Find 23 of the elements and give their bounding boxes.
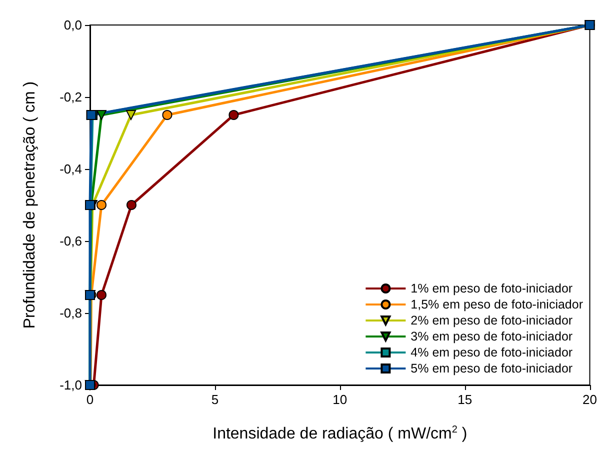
legend-label: 4% em peso de foto-iniciador — [410, 346, 573, 360]
y-tick-label: 0,0 — [64, 18, 82, 32]
x-tick-label: 20 — [582, 392, 598, 407]
x-tick-label: 15 — [458, 392, 472, 407]
point — [162, 110, 172, 120]
point — [96, 200, 106, 210]
point — [126, 200, 136, 210]
point — [96, 290, 106, 300]
legend-label: 3% em peso de foto-iniciador — [410, 330, 573, 344]
y-tick-label: -1,0 — [60, 378, 82, 392]
legend-label: 5% em peso de foto-iniciador — [410, 362, 573, 376]
y-tick-label: -0,4 — [60, 162, 82, 176]
x-tick-label: 10 — [332, 392, 348, 407]
y-tick-label: -0,2 — [60, 90, 82, 104]
point — [228, 110, 239, 120]
y-tick-label: -0,8 — [60, 306, 82, 320]
x-tick-label: 5 — [211, 392, 219, 407]
y-tick-label: -0,6 — [60, 234, 82, 248]
legend-label: 1,5% em peso de foto-iniciador — [410, 298, 584, 312]
legend-label: 2% em peso de foto-iniciador — [410, 314, 573, 328]
x-tick-label: 0 — [86, 392, 94, 407]
y-axis-title: Profundidade de penetração ( cm ) — [22, 81, 38, 329]
legend-label: 1% em peso de foto-iniciador — [410, 282, 573, 296]
